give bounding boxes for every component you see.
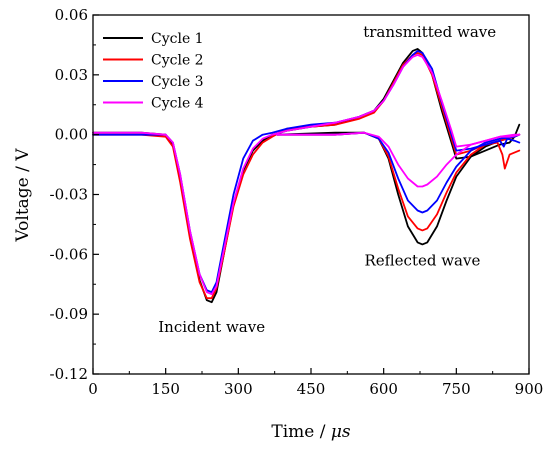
y-tick-label: 0.06	[55, 6, 88, 24]
series-line-cycle-3-reflected	[276, 131, 521, 214]
series-line-cycle-4-reflected	[276, 131, 521, 188]
legend: Cycle 1 Cycle 2 Cycle 3 Cycle 4	[103, 31, 204, 112]
series-layer	[92, 48, 521, 304]
x-axis-title-text: Time /	[271, 422, 331, 442]
x-tick-label: 600	[369, 380, 398, 398]
y-tick-label: -0.12	[50, 365, 88, 383]
legend-label-cycle-1: Cycle 1	[151, 31, 204, 47]
y-tick-label: -0.06	[50, 245, 88, 263]
x-axis-unit: μs	[331, 422, 351, 442]
annotation-reflected-wave: Reflected wave	[364, 251, 480, 269]
annotations: transmitted wave Reflected wave Incident w…	[158, 23, 496, 336]
y-tick-label: 0.00	[55, 126, 88, 144]
x-axis-title: Time / μs	[271, 422, 351, 442]
annotation-incident-wave: Incident wave	[158, 318, 265, 336]
x-tick-label: 300	[224, 380, 253, 398]
legend-label-cycle-4: Cycle 4	[151, 96, 204, 112]
y-axis-title: Voltage / V	[13, 148, 33, 243]
x-tick-label: 750	[442, 380, 471, 398]
y-tick-label: -0.09	[50, 305, 88, 323]
tick-layer: 0 150 300 450 600 750 900 -0.12 -0.09 -0.06 -0.03 0…	[50, 6, 544, 398]
legend-label-cycle-2: Cycle 2	[151, 53, 204, 69]
x-tick-label: 0	[88, 380, 98, 398]
y-tick-label: -0.03	[50, 186, 88, 204]
x-tick-label: 150	[151, 380, 180, 398]
x-tick-label: 450	[297, 380, 326, 398]
series-line-cycle-2-reflected	[276, 131, 521, 232]
annotation-transmitted-wave: transmitted wave	[363, 23, 496, 41]
legend-label-cycle-3: Cycle 3	[151, 74, 204, 90]
series-line-cycle-4-incident	[92, 54, 521, 296]
x-tick-label: 900	[515, 380, 544, 398]
series-line-cycle-2-incident	[92, 52, 521, 300]
y-tick-label: 0.03	[55, 66, 88, 84]
